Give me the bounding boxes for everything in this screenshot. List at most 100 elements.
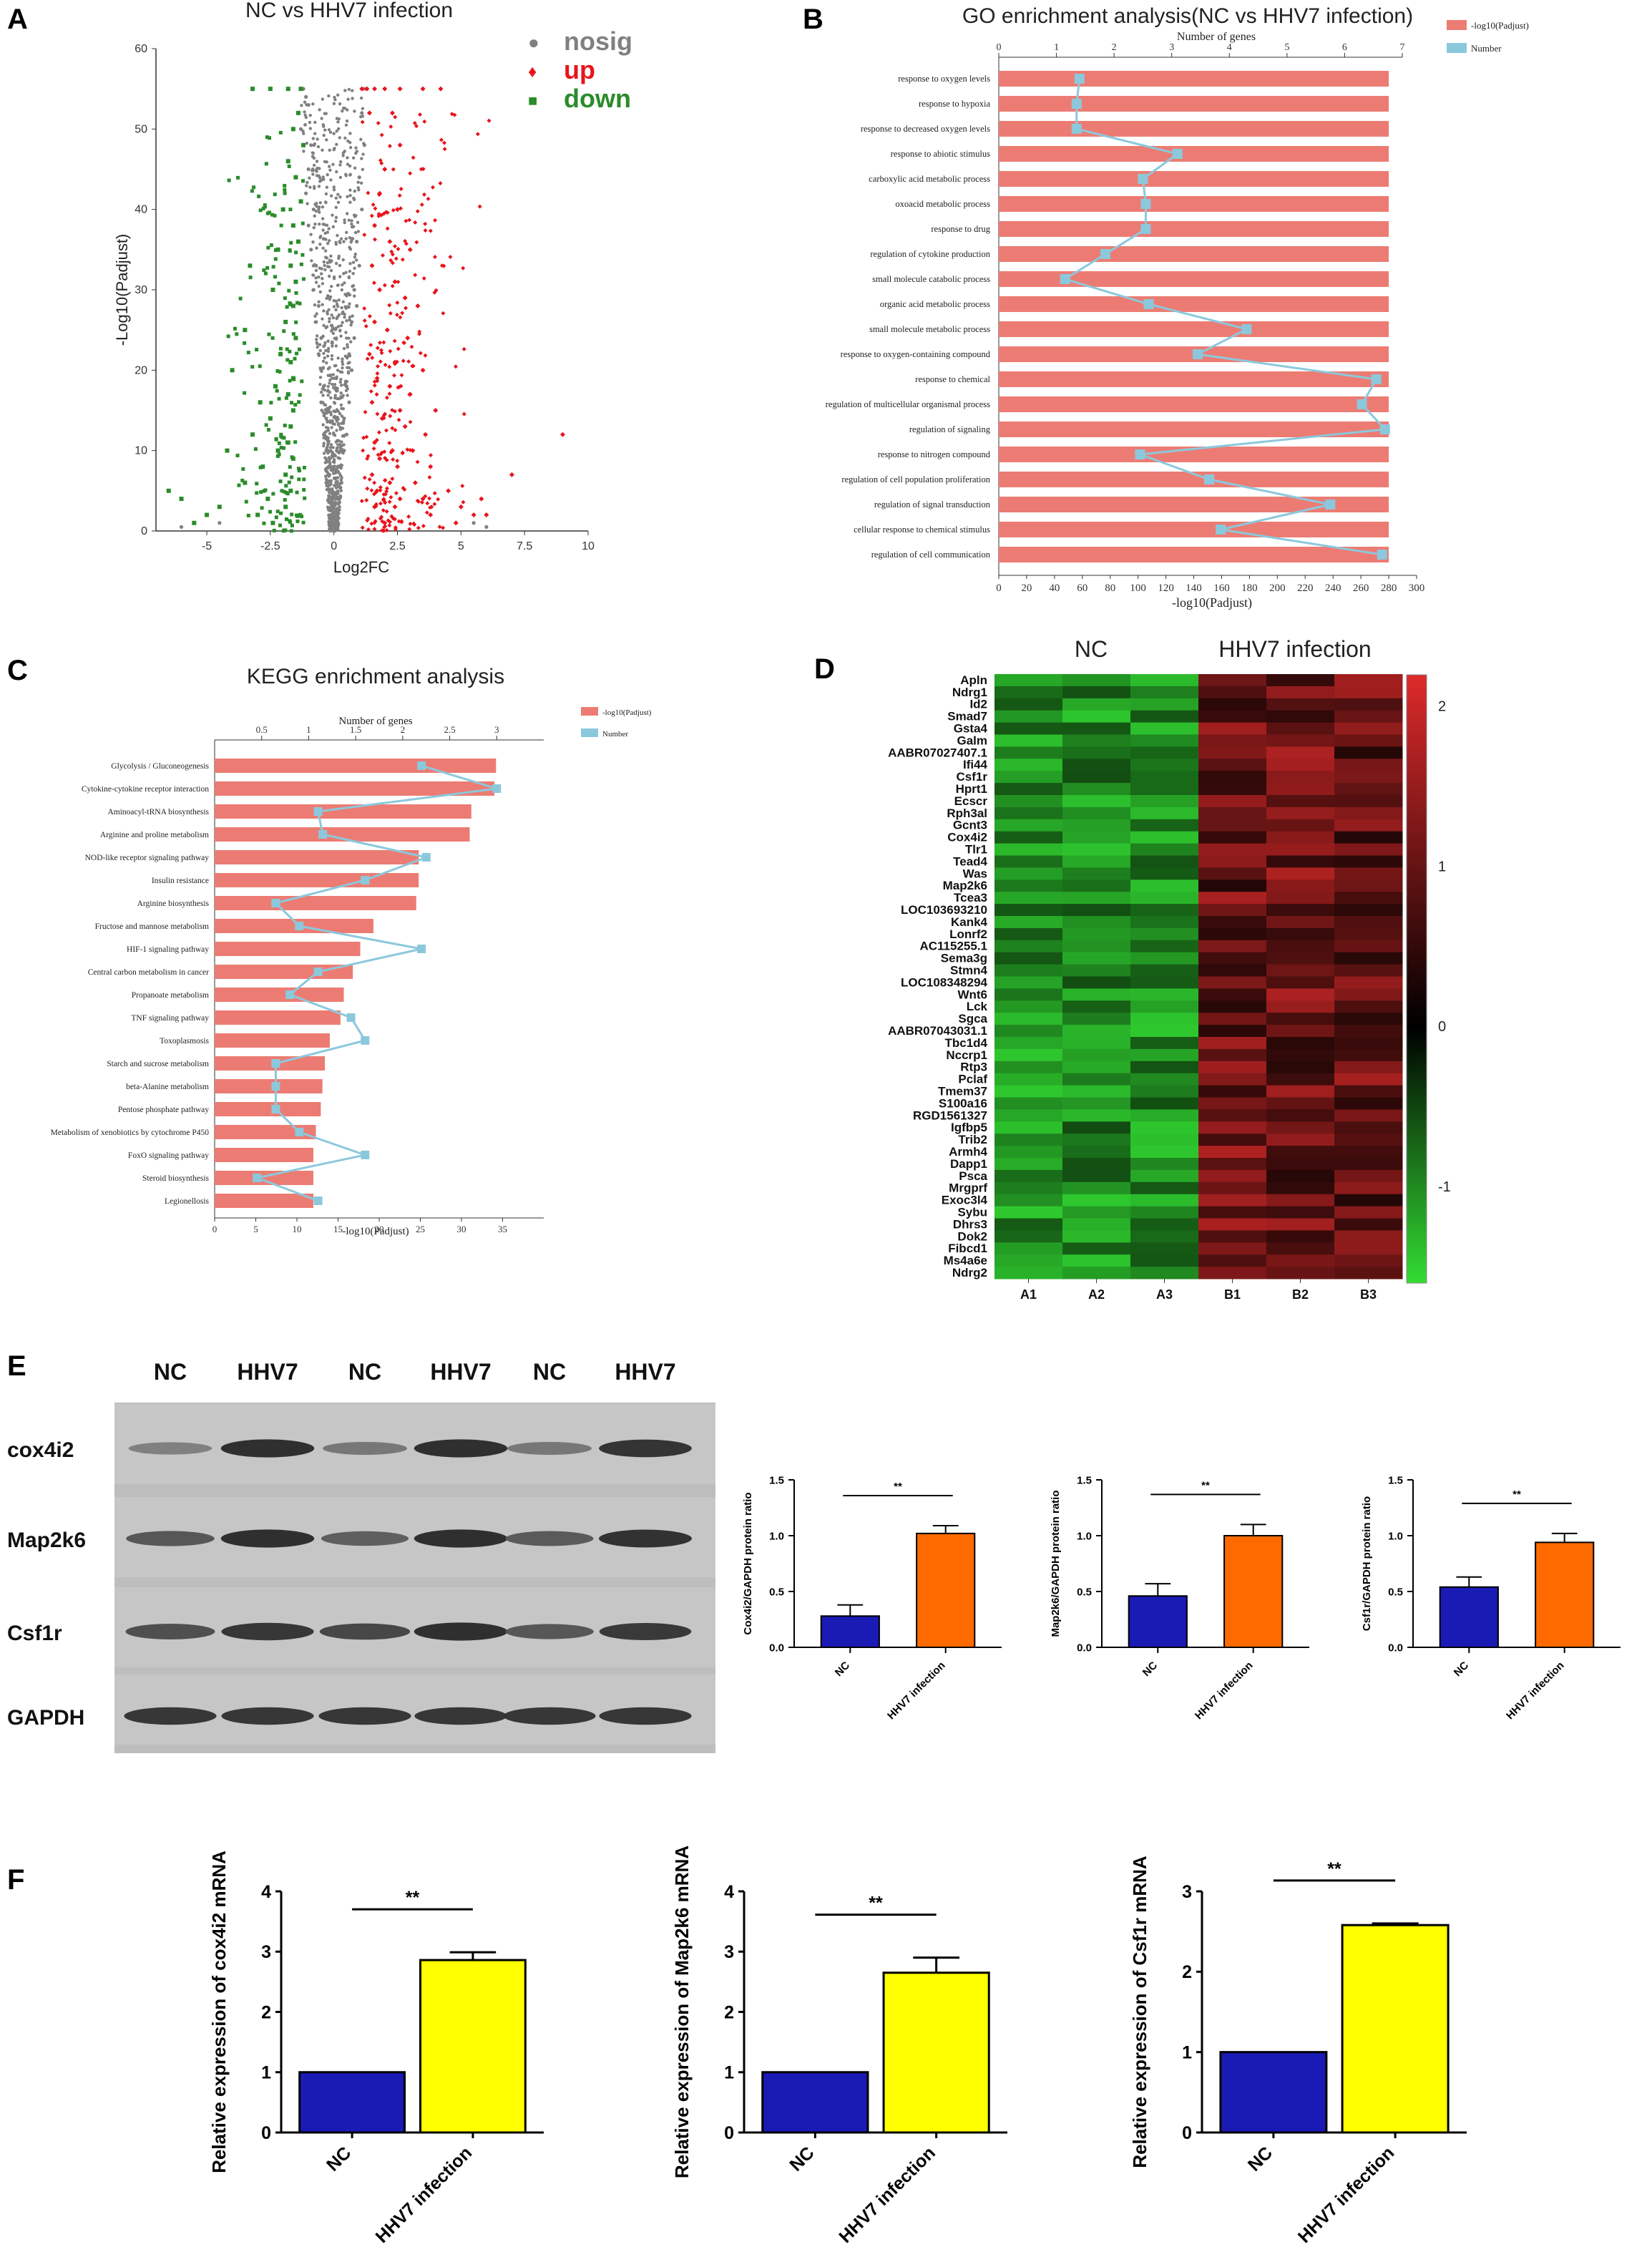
heatmap-cell: [1334, 964, 1403, 977]
heatmap-cell: [1198, 988, 1267, 1001]
volcano-point-nosig: [313, 223, 317, 226]
volcano-point-up: [423, 432, 429, 437]
volcano-point-nosig: [353, 255, 357, 259]
volcano-point-nosig: [298, 127, 303, 131]
heatmap-cell: [1334, 795, 1403, 808]
volcano-point-nosig: [346, 345, 349, 349]
go-bar: [999, 396, 1389, 412]
volcano-point-nosig: [339, 481, 343, 485]
volcano-point-nosig: [326, 429, 331, 432]
bar-y-tick-label: 1.0: [1077, 1530, 1092, 1542]
heatmap-cell: [994, 879, 1063, 892]
heatmap-cell: [994, 746, 1063, 759]
volcano-point-nosig: [338, 275, 342, 278]
heatmap-cell: [1266, 964, 1335, 977]
volcano-point-nosig: [333, 464, 336, 468]
heatmap-row-label: Fibcd1: [948, 1242, 987, 1255]
volcano-point-up: [381, 508, 386, 513]
heatmap-cell: [1062, 795, 1131, 808]
blot-row-label: GAPDH: [7, 1706, 84, 1730]
volcano-point-up: [407, 527, 412, 532]
volcano-point-nosig: [302, 150, 306, 153]
volcano-point-nosig: [336, 423, 341, 426]
heatmap-cell: [1266, 771, 1335, 784]
volcano-point-up: [394, 312, 399, 317]
volcano-point-nosig: [314, 210, 318, 213]
heatmap-cell: [1266, 806, 1335, 820]
volcano-x-tick-label: -2.5: [260, 540, 280, 552]
volcano-point-up: [381, 211, 386, 216]
volcano-point-nosig: [322, 442, 326, 445]
volcano-point-nosig: [348, 188, 352, 192]
volcano-point-nosig: [306, 103, 311, 107]
volcano-plot: NC vs HHV7 infection Log2FC -Log10(Padju…: [113, 0, 632, 576]
volcano-point-down: [290, 408, 295, 413]
volcano-point-nosig: [348, 262, 352, 265]
heatmap-cell: [1130, 927, 1199, 941]
heatmap-cell: [1334, 916, 1403, 929]
volcano-point-up: [387, 364, 392, 369]
heatmap-row-label: Mrgprf: [949, 1181, 987, 1195]
bar-category-label: HHV7 infection: [835, 2143, 939, 2247]
volcano-point-nosig: [348, 269, 352, 273]
volcano-point-up: [366, 110, 372, 116]
volcano-point-nosig: [334, 492, 338, 496]
volcano-point-down: [285, 440, 290, 445]
volcano-point-nosig: [303, 110, 306, 114]
heatmap-col-label: B3: [1360, 1287, 1377, 1302]
heatmap-cell: [1198, 698, 1267, 711]
volcano-point-up: [365, 486, 370, 491]
volcano-point-down: [264, 162, 268, 166]
volcano-point-nosig: [335, 376, 338, 381]
heatmap-cell: [994, 795, 1063, 808]
volcano-point-down: [268, 136, 272, 140]
heatmap-cell: [994, 1267, 1063, 1279]
volcano-point-nosig: [361, 167, 365, 171]
volcano-point-down: [243, 341, 247, 345]
heatmap-cell: [994, 1048, 1063, 1062]
blot-band: [220, 1439, 315, 1458]
volcano-point-up: [388, 311, 393, 316]
volcano-point-down: [268, 416, 273, 421]
bar-y-tick-label: 0.0: [769, 1642, 784, 1654]
volcano-point-nosig: [318, 376, 323, 379]
volcano-point-nosig: [313, 214, 316, 218]
kegg-bar: [215, 1171, 313, 1185]
heatmap-cell: [1130, 1267, 1199, 1279]
volcano-point-up: [369, 213, 374, 218]
volcano-point-down: [277, 452, 281, 457]
volcano-point-up: [392, 504, 398, 510]
bar-y-tick-label: 1: [1182, 2042, 1192, 2062]
volcano-point-nosig: [348, 140, 352, 145]
volcano-point-nosig: [347, 400, 351, 404]
volcano-point-up: [419, 202, 424, 207]
volcano-point-down: [301, 277, 306, 281]
go-top-tick-label: 3: [1169, 42, 1174, 53]
volcano-point-nosig: [303, 100, 307, 104]
volcano-x-tick-label: 5: [458, 540, 464, 552]
heatmap-cell: [1334, 855, 1403, 868]
heatmap-cell: [1062, 964, 1131, 977]
volcano-point-up: [404, 306, 409, 311]
heatmap-cell: [1062, 1158, 1131, 1171]
volcano-point-down: [288, 208, 293, 212]
volcano-point-up: [402, 295, 408, 301]
volcano-point-nosig: [328, 381, 331, 385]
heatmap-cell: [1062, 759, 1131, 771]
volcano-point-nosig: [329, 443, 333, 447]
volcano-point-nosig: [311, 137, 316, 140]
volcano-point-up: [383, 456, 388, 461]
volcano-point-nosig: [325, 138, 328, 142]
go-bar: [999, 447, 1389, 462]
volcano-point-down: [235, 332, 239, 336]
volcano-point-nosig: [332, 305, 336, 308]
volcano-point-nosig: [332, 148, 336, 152]
volcano-point-nosig: [333, 452, 336, 457]
volcano-point-down: [244, 499, 248, 504]
heatmap-row-label: Armh4: [949, 1145, 987, 1159]
volcano-point-up: [407, 391, 413, 397]
heatmap-row-label: Id2: [969, 698, 987, 711]
volcano-point-nosig: [333, 422, 336, 426]
blot-lane-label: HHV7: [430, 1359, 491, 1385]
heatmap-cell: [1062, 1181, 1131, 1195]
